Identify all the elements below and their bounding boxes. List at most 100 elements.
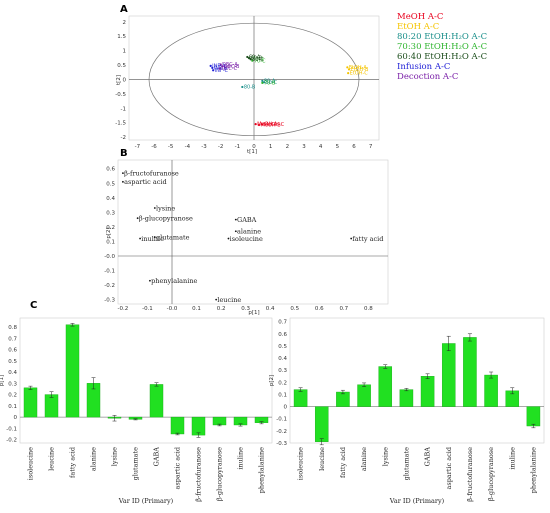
- panel-b-ylabel: p[2]: [106, 227, 112, 238]
- b-ytick: -0.0: [104, 254, 115, 260]
- c-ytick: 0.6: [278, 332, 287, 338]
- b-ytick: -0.1: [104, 269, 115, 275]
- score-point: [262, 81, 266, 84]
- legend-entry: Decoction A-C: [397, 72, 458, 82]
- c-ytick: 0.6: [8, 348, 17, 354]
- bar: [314, 406, 329, 442]
- c-ytick: 0.8: [8, 325, 17, 331]
- loading-point-label: GABA: [237, 216, 257, 224]
- b-ytick: 0.6: [106, 167, 115, 173]
- category-label: aspartic acid: [174, 447, 182, 490]
- c-ytick: 0: [284, 405, 288, 411]
- a-ytick: -1.5: [115, 121, 126, 127]
- bar: [44, 394, 59, 418]
- loading-point-label: β-glucopyranose: [139, 214, 193, 222]
- c-ytick: 0.4: [8, 370, 17, 376]
- score-point: [347, 68, 351, 71]
- score-point: [347, 71, 350, 75]
- a-ytick: 1: [123, 49, 127, 55]
- b-xtick: 0.6: [315, 306, 324, 312]
- panel-c-loading-bars: C -0.2 -0.1 0 0.1 0.2 0.3 0.4 0.5 0.6 0.7 0.8 isole…: [0, 300, 545, 505]
- score-point: [346, 66, 349, 69]
- a-xtick: 0: [252, 144, 256, 150]
- category-label: isoleucine: [27, 447, 35, 480]
- category-label: inuline: [237, 447, 245, 470]
- score-point-label: MeOH-A: [257, 122, 278, 128]
- legend-entry: 80:20 EtOH:H₂O A-C: [397, 32, 487, 42]
- category-label: leucine: [318, 447, 326, 471]
- b-xtick: 0.7: [339, 306, 348, 312]
- score-point: [261, 81, 264, 85]
- loading-point: [122, 172, 124, 174]
- bar: [378, 366, 393, 407]
- a-xtick: 3: [302, 144, 306, 150]
- score-point-label: MeOH-C: [264, 122, 285, 128]
- b-xtick: -0.0: [167, 306, 178, 312]
- c-frame: [289, 317, 545, 444]
- a-xtick: 2: [286, 144, 290, 150]
- loading-point: [153, 236, 156, 238]
- a-ytick: 2: [123, 20, 127, 26]
- score-point-label: 60-B: [251, 56, 263, 62]
- panel-a-xlabel: t[1]: [247, 149, 257, 155]
- a-xtick: -6: [151, 144, 157, 150]
- score-point: [257, 123, 261, 127]
- b-xtick: -0.1: [142, 306, 153, 312]
- score-point-label: 70-C: [254, 58, 266, 64]
- bar: [191, 416, 206, 436]
- score-point-label: DEC-A: [222, 62, 238, 68]
- bar: [463, 337, 477, 407]
- score-point: [246, 55, 249, 59]
- score-point-label: 60-C: [252, 57, 264, 63]
- loading-point: [227, 237, 230, 240]
- a-ytick: 1.5: [117, 34, 126, 40]
- c-ytick: 0.2: [278, 380, 287, 386]
- score-point: [221, 65, 224, 68]
- b-xtick: 0.3: [241, 306, 250, 312]
- a-xtick: -7: [135, 144, 141, 150]
- panel-b-label: B: [120, 148, 128, 159]
- c-ytick: 0.7: [8, 336, 17, 342]
- a-xtick: -2: [218, 144, 223, 150]
- category-label: GABA: [424, 447, 432, 467]
- loading-point: [149, 279, 151, 282]
- panel-a-ylabel: t[2]: [116, 75, 122, 85]
- loading-point: [234, 230, 237, 233]
- a-xtick: 4: [319, 144, 323, 150]
- score-point: [251, 59, 254, 62]
- loading-point-label: phenylalanine: [151, 277, 197, 285]
- c-ytick: 0.3: [8, 381, 17, 387]
- bar: [399, 389, 414, 407]
- score-point: [247, 57, 251, 60]
- score-point: [209, 64, 212, 67]
- b-xtick: 0.1: [192, 306, 201, 312]
- b-ytick: 0.1: [106, 239, 115, 245]
- b-xtick: 0.2: [217, 306, 226, 312]
- loading-point-label: β-fructofuranose: [124, 169, 179, 177]
- loading-point-label: aspartic acid: [124, 178, 167, 186]
- panel-c-label: C: [30, 300, 37, 311]
- score-point: [212, 69, 215, 72]
- b-xtick: 0.5: [290, 306, 299, 312]
- c-ytick: -0.3: [276, 441, 287, 447]
- bar: [170, 416, 185, 435]
- bar: [149, 384, 164, 418]
- b-ytick: 0.5: [106, 181, 115, 187]
- score-point: [219, 63, 222, 66]
- c-ytick: 0.5: [278, 344, 287, 350]
- score-point: [261, 123, 264, 126]
- c-ylabel: p[1]: [0, 375, 5, 386]
- legend-entry: 60:40 EtOH:H₂O A-C: [397, 52, 487, 62]
- a-xtick: 1: [269, 144, 273, 150]
- bar: [357, 384, 371, 407]
- b-xtick: 0.8: [364, 306, 373, 312]
- a-ytick: 0.5: [117, 63, 126, 69]
- bar: [336, 391, 350, 407]
- category-label: leucine: [48, 447, 56, 471]
- loading-point-label: lysine: [156, 204, 175, 212]
- bar: [526, 406, 541, 427]
- category-label: GABA: [153, 447, 161, 467]
- category-label: fatty acid: [339, 447, 347, 478]
- category-label: glutamate: [132, 447, 140, 481]
